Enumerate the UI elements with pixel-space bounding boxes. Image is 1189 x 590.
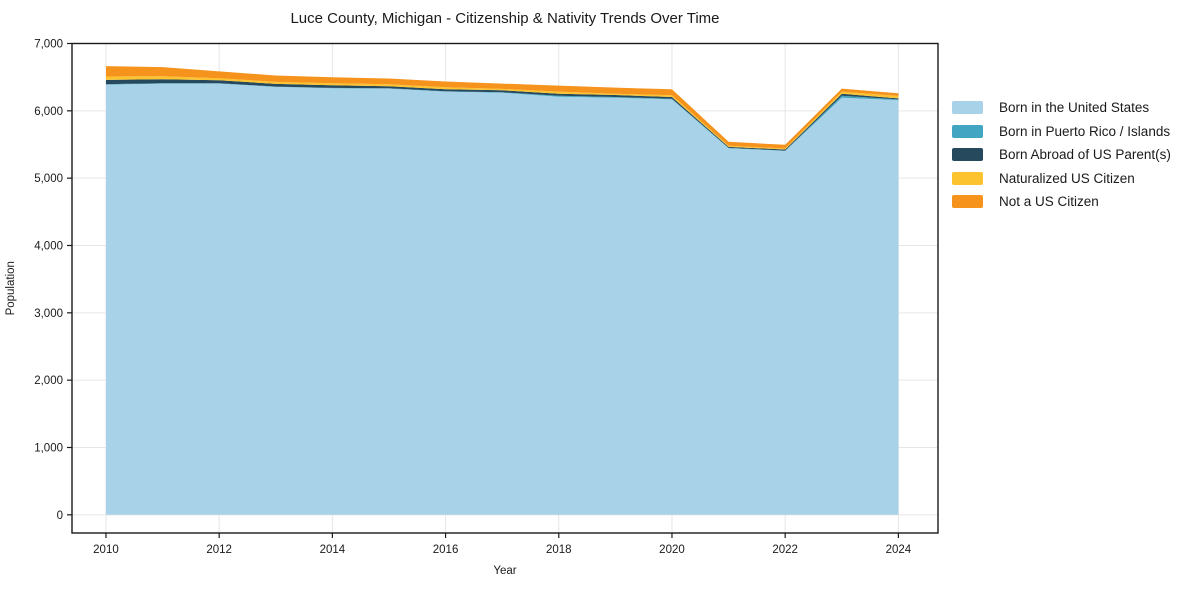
- legend-item: Born in Puerto Rico / Islands: [952, 123, 1171, 139]
- area-series: [106, 83, 899, 515]
- legend-item: Born in the United States: [952, 100, 1171, 115]
- y-tick-label: 2,000: [34, 375, 63, 387]
- y-tick-label: 5,000: [34, 173, 63, 185]
- y-axis-label: Population: [5, 261, 17, 315]
- x-tick-label: 2014: [320, 544, 346, 556]
- legend-item: Not a US Citizen: [952, 194, 1171, 209]
- chart-title: Luce County, Michigan - Citizenship & Na…: [290, 10, 720, 27]
- x-tick-label: 2022: [772, 544, 798, 556]
- legend-swatch: [952, 171, 983, 185]
- y-tick-label: 3,000: [34, 308, 63, 320]
- x-tick-label: 2024: [886, 544, 912, 556]
- x-tick-label: 2020: [659, 544, 685, 556]
- x-axis-label: Year: [493, 565, 516, 577]
- x-tick-label: 2016: [433, 544, 459, 556]
- legend: Born in the United States Born in Puerto …: [952, 100, 1171, 209]
- area-series: [106, 66, 899, 149]
- x-tick-label: 2010: [93, 544, 119, 556]
- legend-label: Naturalized US Citizen: [999, 170, 1135, 186]
- legend-swatch: [952, 195, 983, 208]
- legend-label: Born in Puerto Rico / Islands: [999, 123, 1171, 139]
- legend-item: Born Abroad of US Parent(s): [952, 147, 1171, 162]
- x-tick-label: 2018: [546, 544, 572, 556]
- y-tick-label: 1,000: [34, 442, 63, 454]
- axes-spines: [71, 42, 939, 534]
- legend-item: Naturalized US Citizen: [952, 170, 1171, 186]
- legend-label: Born in the United States: [999, 100, 1150, 115]
- legend-swatch: [952, 148, 983, 161]
- x-tick-label: 2012: [206, 544, 232, 556]
- legend-label: Born Abroad of US Parent(s): [999, 147, 1171, 162]
- legend-swatch: [952, 101, 983, 114]
- legend-swatch: [952, 124, 983, 138]
- legend-label: Not a US Citizen: [999, 194, 1099, 209]
- y-tick-label: 7,000: [34, 39, 63, 51]
- y-tick-label: 4,000: [34, 240, 63, 252]
- y-tick-label: 6,000: [34, 106, 63, 118]
- y-tick-label: 0: [57, 510, 63, 522]
